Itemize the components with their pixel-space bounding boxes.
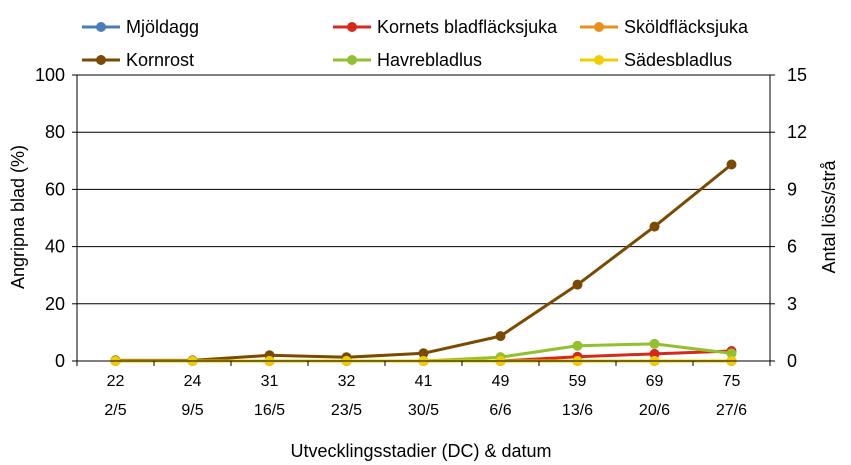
x-tick-label: 24 bbox=[184, 373, 202, 390]
x-date-label: 9/5 bbox=[181, 402, 203, 419]
legend-swatch-marker bbox=[96, 22, 106, 32]
x-tick-label: 75 bbox=[723, 373, 741, 390]
series-3 bbox=[110, 159, 737, 366]
x-date-label: 20/6 bbox=[639, 402, 670, 419]
data-point bbox=[726, 348, 737, 359]
y-tick-label: 80 bbox=[45, 122, 65, 142]
y2-tick-label: 12 bbox=[787, 122, 807, 142]
data-point bbox=[649, 338, 660, 349]
x-tick-label: 41 bbox=[415, 373, 433, 390]
x-date-label: 6/6 bbox=[489, 402, 511, 419]
series-line bbox=[115, 163, 733, 362]
y-tick-label: 0 bbox=[55, 351, 65, 371]
legend-item: Sädesbladlus bbox=[580, 50, 732, 70]
x-date-label: 13/6 bbox=[562, 402, 593, 419]
legend-swatch-marker bbox=[347, 22, 357, 32]
legend-label: Kornets bladfläcksjuka bbox=[377, 17, 558, 37]
y2-tick-label: 6 bbox=[787, 237, 797, 257]
series-layer bbox=[110, 159, 737, 366]
x-axis-title: Utvecklingsstadier (DC) & datum bbox=[290, 441, 551, 461]
x-tick-label: 59 bbox=[569, 373, 587, 390]
legend-item: Sköldfläcksjuka bbox=[580, 17, 749, 37]
x-tick-label: 32 bbox=[338, 373, 356, 390]
data-point bbox=[572, 279, 583, 290]
y-tick-label: 100 bbox=[35, 65, 65, 85]
data-point bbox=[649, 221, 660, 232]
y-axis-title: Angripna blad (%) bbox=[8, 145, 28, 289]
legend-swatch-marker bbox=[594, 22, 604, 32]
data-point bbox=[649, 348, 660, 359]
legend-label: Sköldfläcksjuka bbox=[624, 17, 749, 37]
legend-swatch-marker bbox=[96, 55, 106, 65]
legend-label: Mjöldagg bbox=[126, 17, 199, 37]
x-tick-label: 31 bbox=[261, 373, 279, 390]
y2-tick-label: 3 bbox=[787, 294, 797, 314]
x-tick-label: 49 bbox=[492, 373, 510, 390]
x-tick-label: 69 bbox=[646, 373, 664, 390]
legend-swatch-marker bbox=[594, 55, 604, 65]
legend-label: Kornrost bbox=[126, 50, 194, 70]
data-point bbox=[495, 331, 506, 342]
y-tick-label: 60 bbox=[45, 179, 65, 199]
y-tick-label: 40 bbox=[45, 237, 65, 257]
y2-tick-label: 9 bbox=[787, 179, 797, 199]
x-date-label: 27/6 bbox=[716, 402, 747, 419]
legend-swatch-marker bbox=[347, 55, 357, 65]
y2-axis-title: Antal löss/strå bbox=[819, 159, 839, 273]
y2-tick-label: 15 bbox=[787, 65, 807, 85]
legend-item: Havrebladlus bbox=[333, 50, 482, 70]
x-date-label: 2/5 bbox=[104, 402, 126, 419]
legend: Mjöldagg Kornets bladfläcksjuka Sköldfläck… bbox=[82, 17, 749, 70]
x-date-label: 30/5 bbox=[408, 402, 439, 419]
data-point bbox=[572, 340, 583, 351]
x-date-label: 23/5 bbox=[331, 402, 362, 419]
legend-item: Kornets bladfläcksjuka bbox=[333, 17, 558, 37]
y2-tick-label: 0 bbox=[787, 351, 797, 371]
x-tick-label: 22 bbox=[107, 373, 125, 390]
data-point bbox=[418, 348, 429, 359]
legend-label: Sädesbladlus bbox=[624, 50, 732, 70]
legend-label: Havrebladlus bbox=[377, 50, 482, 70]
legend-item: Mjöldagg bbox=[82, 17, 199, 37]
y-tick-label: 20 bbox=[45, 294, 65, 314]
data-point bbox=[726, 159, 737, 170]
x-date-label: 16/5 bbox=[254, 402, 285, 419]
legend-item: Kornrost bbox=[82, 50, 194, 70]
